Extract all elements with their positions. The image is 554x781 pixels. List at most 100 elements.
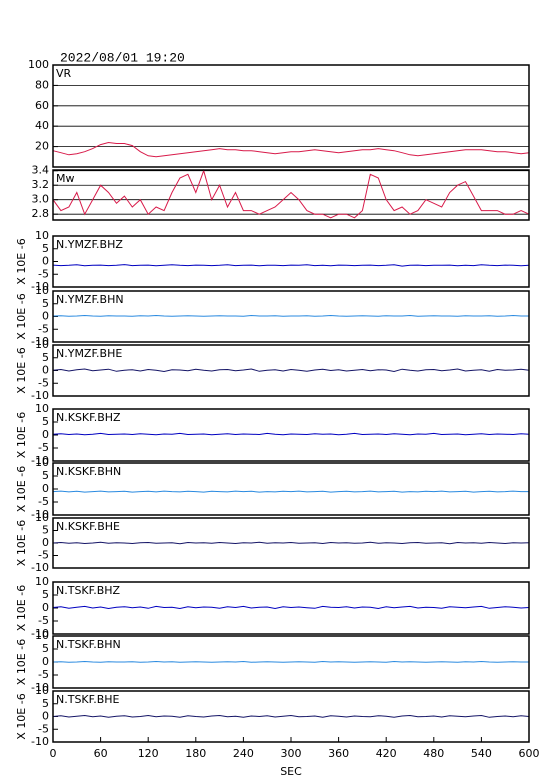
- y-tick-label: 100: [28, 58, 49, 71]
- panel-label: N.TSKF.BHN: [56, 638, 121, 651]
- y-tick-label: 5: [42, 351, 49, 364]
- y-tick-label: -5: [38, 267, 49, 280]
- x-axis-label: SEC: [280, 765, 302, 778]
- y-tick-label: -10: [31, 681, 49, 694]
- y-tick-label: 60: [35, 99, 49, 112]
- y-tick-label: 10: [35, 402, 49, 415]
- x-tick-label: 360: [328, 747, 349, 760]
- y-tick-label: 3.4: [32, 164, 50, 177]
- panel-label: N.TSKF.BHZ: [56, 584, 121, 597]
- trace: [52, 368, 530, 373]
- y-tick-label: 0: [42, 310, 49, 323]
- y-axis-label: X 10E -6: [15, 520, 28, 566]
- panel-frame: [52, 462, 530, 516]
- y-axis-label: X 10E -6: [15, 412, 28, 458]
- panel-label: Mw: [56, 172, 75, 185]
- trace: [52, 490, 529, 493]
- panel-frame: [52, 517, 530, 569]
- trace: [52, 141, 530, 158]
- y-tick-label: 0: [42, 255, 49, 268]
- y-axis-label: X 10E -6: [15, 347, 28, 393]
- panel-label: VR: [56, 67, 72, 80]
- y-tick-label: 10: [35, 684, 49, 697]
- y-tick-label: 0: [42, 655, 49, 668]
- x-tick-label: 300: [281, 747, 302, 760]
- y-axis-label: X 10E -6: [15, 639, 28, 685]
- x-tick-label: 120: [138, 747, 159, 760]
- panel-frame: [52, 64, 530, 168]
- y-tick-label: -10: [31, 561, 49, 574]
- y-tick-label: 3.2: [32, 178, 50, 191]
- y-tick-label: -10: [31, 735, 49, 748]
- x-tick-label: 420: [376, 747, 397, 760]
- panel-frame: [52, 581, 530, 635]
- panel-label: N.KSKF.BHE: [56, 520, 120, 533]
- y-tick-label: 0: [42, 428, 49, 441]
- x-tick-label: 600: [519, 747, 540, 760]
- x-tick-label: 540: [471, 747, 492, 760]
- y-tick-label: 10: [35, 629, 49, 642]
- y-tick-label: 0: [42, 364, 49, 377]
- y-tick-label: -5: [38, 495, 49, 508]
- y-tick-label: 5: [42, 588, 49, 601]
- y-tick-label: -5: [38, 549, 49, 562]
- panel-label: N.KSKF.BHZ: [56, 411, 121, 424]
- trace: [52, 660, 529, 663]
- y-tick-label: 80: [35, 78, 49, 91]
- y-axis-label: X 10E -6: [15, 466, 28, 512]
- y-tick-label: -10: [31, 280, 49, 293]
- trace: [52, 714, 530, 718]
- y-tick-label: 5: [42, 469, 49, 482]
- panel-frame: [52, 235, 530, 288]
- y-tick-label: 10: [35, 575, 49, 588]
- y-tick-label: 0: [42, 710, 49, 723]
- y-tick-label: -5: [38, 668, 49, 681]
- panel-frame: [52, 290, 530, 343]
- y-tick-label: 5: [42, 242, 49, 255]
- trace: [52, 264, 530, 267]
- trace: [52, 169, 530, 219]
- trace: [52, 541, 530, 545]
- y-tick-label: 3.0: [32, 193, 50, 206]
- y-axis-label: X 10E -6: [15, 693, 28, 739]
- y-tick-label: 10: [35, 338, 49, 351]
- y-tick-label: 40: [35, 119, 49, 132]
- y-tick-label: 0: [42, 536, 49, 549]
- y-tick-label: 5: [42, 524, 49, 537]
- x-tick-label: 480: [423, 747, 444, 760]
- panel-label: N.YMZF.BHN: [56, 293, 124, 306]
- trace: [52, 605, 530, 610]
- y-tick-label: 5: [42, 642, 49, 655]
- panel-label: N.KSKF.BHN: [56, 465, 121, 478]
- y-tick-label: -10: [31, 389, 49, 402]
- panel-label: N.YMZF.BHE: [56, 347, 122, 360]
- chart-title: 2022/08/01 19:20: [60, 50, 185, 65]
- x-tick-label: 0: [50, 747, 57, 760]
- y-tick-label: -5: [38, 614, 49, 627]
- y-tick-label: -10: [31, 335, 49, 348]
- trace: [52, 314, 529, 317]
- y-tick-label: 10: [35, 284, 49, 297]
- y-tick-label: -5: [38, 376, 49, 389]
- y-tick-label: -10: [31, 508, 49, 521]
- panel-frame: [52, 408, 530, 462]
- y-axis-label: X 10E -6: [15, 293, 28, 339]
- y-axis-label: X 10E -6: [15, 238, 28, 284]
- y-tick-label: 0: [42, 482, 49, 495]
- y-tick-label: 5: [42, 697, 49, 710]
- y-tick-label: -5: [38, 322, 49, 335]
- y-tick-label: 5: [42, 415, 49, 428]
- y-tick-label: 10: [35, 229, 49, 242]
- y-tick-label: -5: [38, 441, 49, 454]
- panel-label: N.YMZF.BHZ: [56, 238, 123, 251]
- y-tick-label: 20: [35, 140, 49, 153]
- x-tick-label: 180: [185, 747, 206, 760]
- x-tick-label: 60: [94, 747, 108, 760]
- y-tick-label: -10: [31, 454, 49, 467]
- panel-label: N.TSKF.BHE: [56, 693, 120, 706]
- panel-frame: [52, 344, 530, 397]
- y-tick-label: 5: [42, 297, 49, 310]
- trace: [52, 432, 530, 436]
- y-tick-label: 10: [35, 456, 49, 469]
